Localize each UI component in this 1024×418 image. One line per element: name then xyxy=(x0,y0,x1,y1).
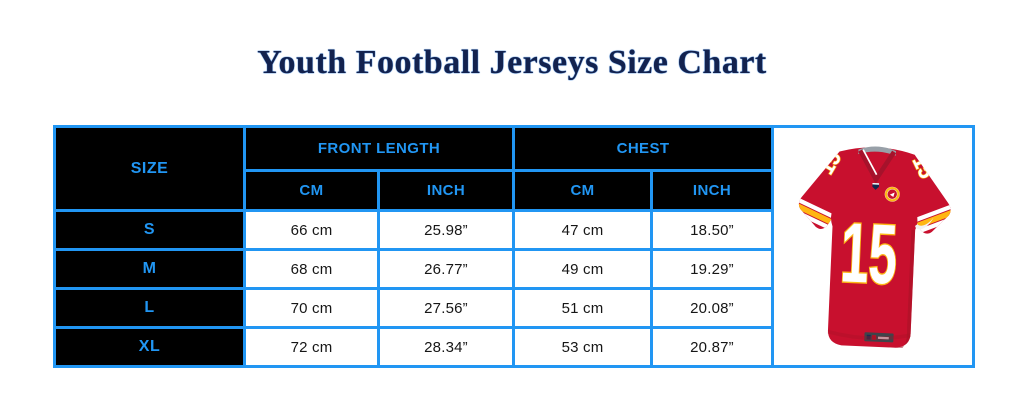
chest-inch-cell: 19.29” xyxy=(650,248,775,290)
chest-cm-cell: 47 cm xyxy=(512,209,654,251)
size-chart-table: SIZE FRONT LENGTH CHEST xyxy=(53,125,976,368)
chest-cm-cell: 53 cm xyxy=(512,326,654,368)
front-length-group-header: FRONT LENGTH xyxy=(242,125,516,172)
header-row-units: CM INCH CM INCH xyxy=(55,169,974,212)
jersey-inner-collar xyxy=(858,146,897,156)
sleeve-stripes-left xyxy=(797,193,840,230)
table-row-m: M 68 cm 26.77” 49 cm 19.29” xyxy=(53,248,974,290)
front-length-inch-cell: 27.56” xyxy=(376,287,516,329)
jersey-hem-shadow xyxy=(827,329,911,340)
front-length-cm-cell: 68 cm xyxy=(243,248,380,290)
front-length-inch-cell: 26.77” xyxy=(376,248,516,290)
chest-cm-cell: 49 cm xyxy=(512,248,654,290)
header-row-groups: SIZE FRONT LENGTH CHEST xyxy=(53,125,976,368)
jersey-chest-number: 15 xyxy=(839,204,899,301)
front-length-cm-header: CM xyxy=(243,169,380,212)
size-cell: L xyxy=(53,287,246,329)
chest-group-header: CHEST xyxy=(512,125,775,172)
size-cell: XL xyxy=(53,326,246,368)
jersey-illustration: 15 15 15 xyxy=(797,145,953,348)
chest-inch-cell: 20.08” xyxy=(650,287,775,329)
size-cell: M xyxy=(53,248,246,290)
front-length-cm-cell: 66 cm xyxy=(243,209,380,251)
front-length-inch-cell: 25.98” xyxy=(376,209,516,251)
jock-tag xyxy=(864,331,894,342)
front-length-inch-header: INCH xyxy=(376,169,516,212)
chest-inch-cell: 18.50” xyxy=(650,209,775,251)
front-length-cm-cell: 72 cm xyxy=(243,326,380,368)
size-cell: S xyxy=(53,209,246,251)
jersey-image-cell: 15 15 15 xyxy=(771,125,976,368)
chest-inch-header: INCH xyxy=(650,169,775,212)
table-row-xl: XL 72 cm 28.34” 53 cm 20.87” xyxy=(53,326,974,368)
jersey-vneck-band xyxy=(858,148,897,184)
table-row-s: S 66 cm 25.98” 47 cm 18.50” xyxy=(53,209,974,251)
size-column-header: SIZE xyxy=(53,125,246,212)
chest-inch-cell: 20.87” xyxy=(650,326,775,368)
nfl-shield-icon xyxy=(872,182,880,190)
table-row-l: L 70 cm 27.56” 51 cm 20.08” xyxy=(53,287,974,329)
front-length-cm-cell: 70 cm xyxy=(243,287,380,329)
jersey-side-shadow xyxy=(895,229,916,348)
jersey-vneck-white-trim xyxy=(862,148,878,175)
jersey-image: 15 15 15 xyxy=(774,130,972,363)
page-title: Youth Football Jerseys Size Chart xyxy=(257,44,767,81)
chest-cm-cell: 51 cm xyxy=(512,287,654,329)
nike-swoosh-icon xyxy=(915,217,934,229)
front-length-inch-cell: 28.34” xyxy=(376,326,516,368)
chest-cm-header: CM xyxy=(512,169,654,212)
chiefs-patch-icon xyxy=(884,186,900,202)
